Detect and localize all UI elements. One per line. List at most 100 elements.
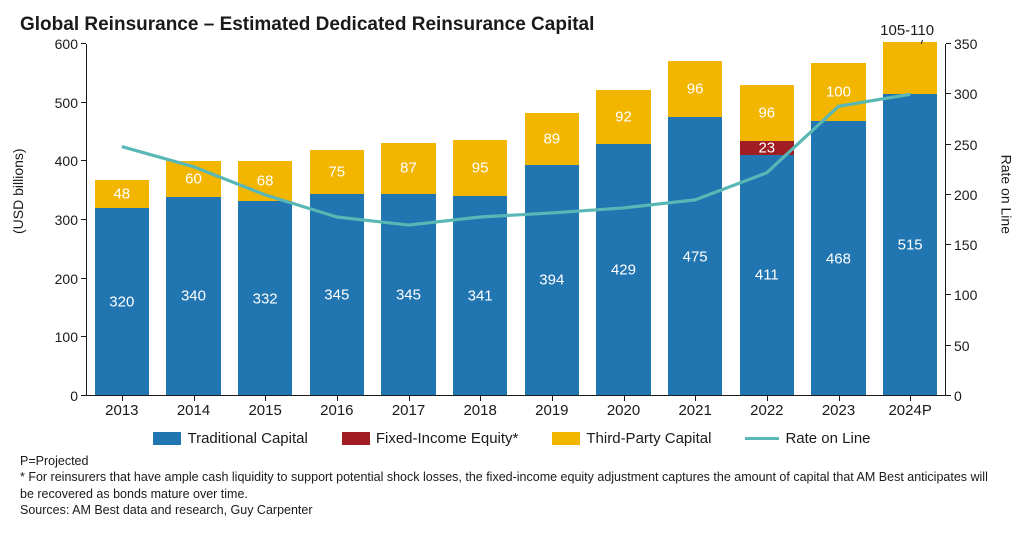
legend-swatch: [153, 432, 181, 445]
legend-label: Fixed-Income Equity*: [376, 430, 519, 447]
bar-group: 34195: [453, 44, 507, 396]
bar-segment-third_party: [525, 113, 579, 165]
y-right-tick-label: 350: [954, 36, 977, 52]
x-tick: [265, 396, 266, 401]
x-tick: [122, 396, 123, 401]
bar-segment-traditional: [883, 94, 937, 396]
legend-item: Fixed-Income Equity*: [342, 430, 519, 447]
bar-segment-traditional: [453, 196, 507, 396]
y-left-tick-label: 500: [55, 95, 78, 111]
footnotes: P=Projected * For reinsurers that have a…: [20, 453, 1004, 518]
legend-item: Traditional Capital: [153, 430, 307, 447]
legend-label: Rate on Line: [785, 430, 870, 447]
x-tick-label: 2015: [248, 402, 281, 419]
bar-segment-third_party: [453, 140, 507, 196]
bar-segment-traditional: [740, 155, 794, 396]
y-axis-right-label: Rate on Line: [998, 155, 1014, 234]
bar-segment-traditional: [310, 194, 364, 396]
y-right-tick-label: 250: [954, 137, 977, 153]
legend-label: Third-Party Capital: [586, 430, 711, 447]
x-tick-label: 2016: [320, 402, 353, 419]
bar-group: 34060: [166, 44, 220, 396]
y-left-tick-label: 100: [55, 329, 78, 345]
bar-segment-third_party: [668, 61, 722, 117]
legend-line-swatch: [745, 437, 779, 440]
bar-group: 32048: [95, 44, 149, 396]
x-tick: [839, 396, 840, 401]
chart-title: Global Reinsurance – Estimated Dedicated…: [20, 14, 1004, 36]
y-right-tick-label: 50: [954, 338, 970, 354]
bar-segment-fixed_income: [740, 141, 794, 154]
x-tick: [409, 396, 410, 401]
legend-swatch: [552, 432, 580, 445]
y-right-tick: [946, 93, 951, 94]
y-axis-left-line: [86, 44, 87, 396]
x-tick: [480, 396, 481, 401]
plot-area: 0100200300400500600050100150200250300350…: [86, 44, 946, 396]
legend-swatch: [342, 432, 370, 445]
footnote-projected: P=Projected: [20, 453, 1004, 469]
bar-segment-traditional: [668, 117, 722, 396]
bar-segment-traditional: [525, 165, 579, 396]
legend-item: Third-Party Capital: [552, 430, 711, 447]
chart-area: (USD billions) Rate on Line 010020030040…: [20, 38, 1004, 430]
bar-segment-third_party: [310, 150, 364, 194]
y-right-tick: [946, 244, 951, 245]
x-tick-label: 2017: [392, 402, 425, 419]
bar-group: 34575: [310, 44, 364, 396]
x-axis-line: [86, 395, 946, 396]
annotation-label: 105-110: [880, 22, 934, 39]
bar-group: 34587: [381, 44, 435, 396]
x-tick-label: 2018: [463, 402, 496, 419]
footnote-asterisk: * For reinsurers that have ample cash li…: [20, 469, 1004, 502]
y-axis-right-line: [945, 44, 946, 396]
bar-segment-third_party: [381, 143, 435, 194]
x-tick: [194, 396, 195, 401]
legend: Traditional Capital Fixed-Income Equity* T…: [20, 430, 1004, 447]
y-right-tick-label: 300: [954, 86, 977, 102]
footnote-sources: Sources: AM Best data and research, Guy …: [20, 502, 1004, 518]
y-right-tick: [946, 144, 951, 145]
x-tick-label: 2021: [678, 402, 711, 419]
bar-segment-traditional: [811, 121, 865, 396]
bar-segment-third_party: [596, 90, 650, 144]
bar-segment-traditional: [238, 201, 292, 396]
y-left-tick-label: 0: [70, 388, 78, 404]
bar-group: 4112396: [740, 44, 794, 396]
y-right-tick-label: 100: [954, 287, 977, 303]
bar-segment-third_party: [238, 161, 292, 201]
x-tick: [624, 396, 625, 401]
bar-group: 515: [883, 44, 937, 396]
x-tick-label: 2013: [105, 402, 138, 419]
bar-segment-third_party: [95, 180, 149, 208]
y-left-tick-label: 600: [55, 36, 78, 52]
x-tick-label: 2019: [535, 402, 568, 419]
x-tick: [767, 396, 768, 401]
bar-segment-third_party: [740, 85, 794, 141]
x-tick-label: 2020: [607, 402, 640, 419]
legend-label: Traditional Capital: [187, 430, 307, 447]
x-tick-label: 2024P: [888, 402, 931, 419]
bar-group: 39489: [525, 44, 579, 396]
legend-item: Rate on Line: [745, 430, 870, 447]
y-right-tick: [946, 294, 951, 295]
x-tick: [695, 396, 696, 401]
y-right-tick: [946, 345, 951, 346]
y-right-tick-label: 150: [954, 237, 977, 253]
x-tick-label: 2023: [822, 402, 855, 419]
bar-segment-third_party: [883, 42, 937, 94]
bar-segment-traditional: [381, 194, 435, 396]
bar-segment-traditional: [596, 144, 650, 396]
bar-segment-traditional: [95, 208, 149, 396]
bar-segment-traditional: [166, 197, 220, 396]
bar-group: 33268: [238, 44, 292, 396]
bar-group: 468100: [811, 44, 865, 396]
bar-segment-third_party: [166, 161, 220, 196]
x-tick: [337, 396, 338, 401]
y-right-tick: [946, 395, 951, 396]
y-left-tick-label: 200: [55, 271, 78, 287]
bar-group: 42992: [596, 44, 650, 396]
x-tick-label: 2014: [177, 402, 210, 419]
chart-container: Global Reinsurance – Estimated Dedicated…: [0, 0, 1024, 543]
y-right-tick: [946, 194, 951, 195]
